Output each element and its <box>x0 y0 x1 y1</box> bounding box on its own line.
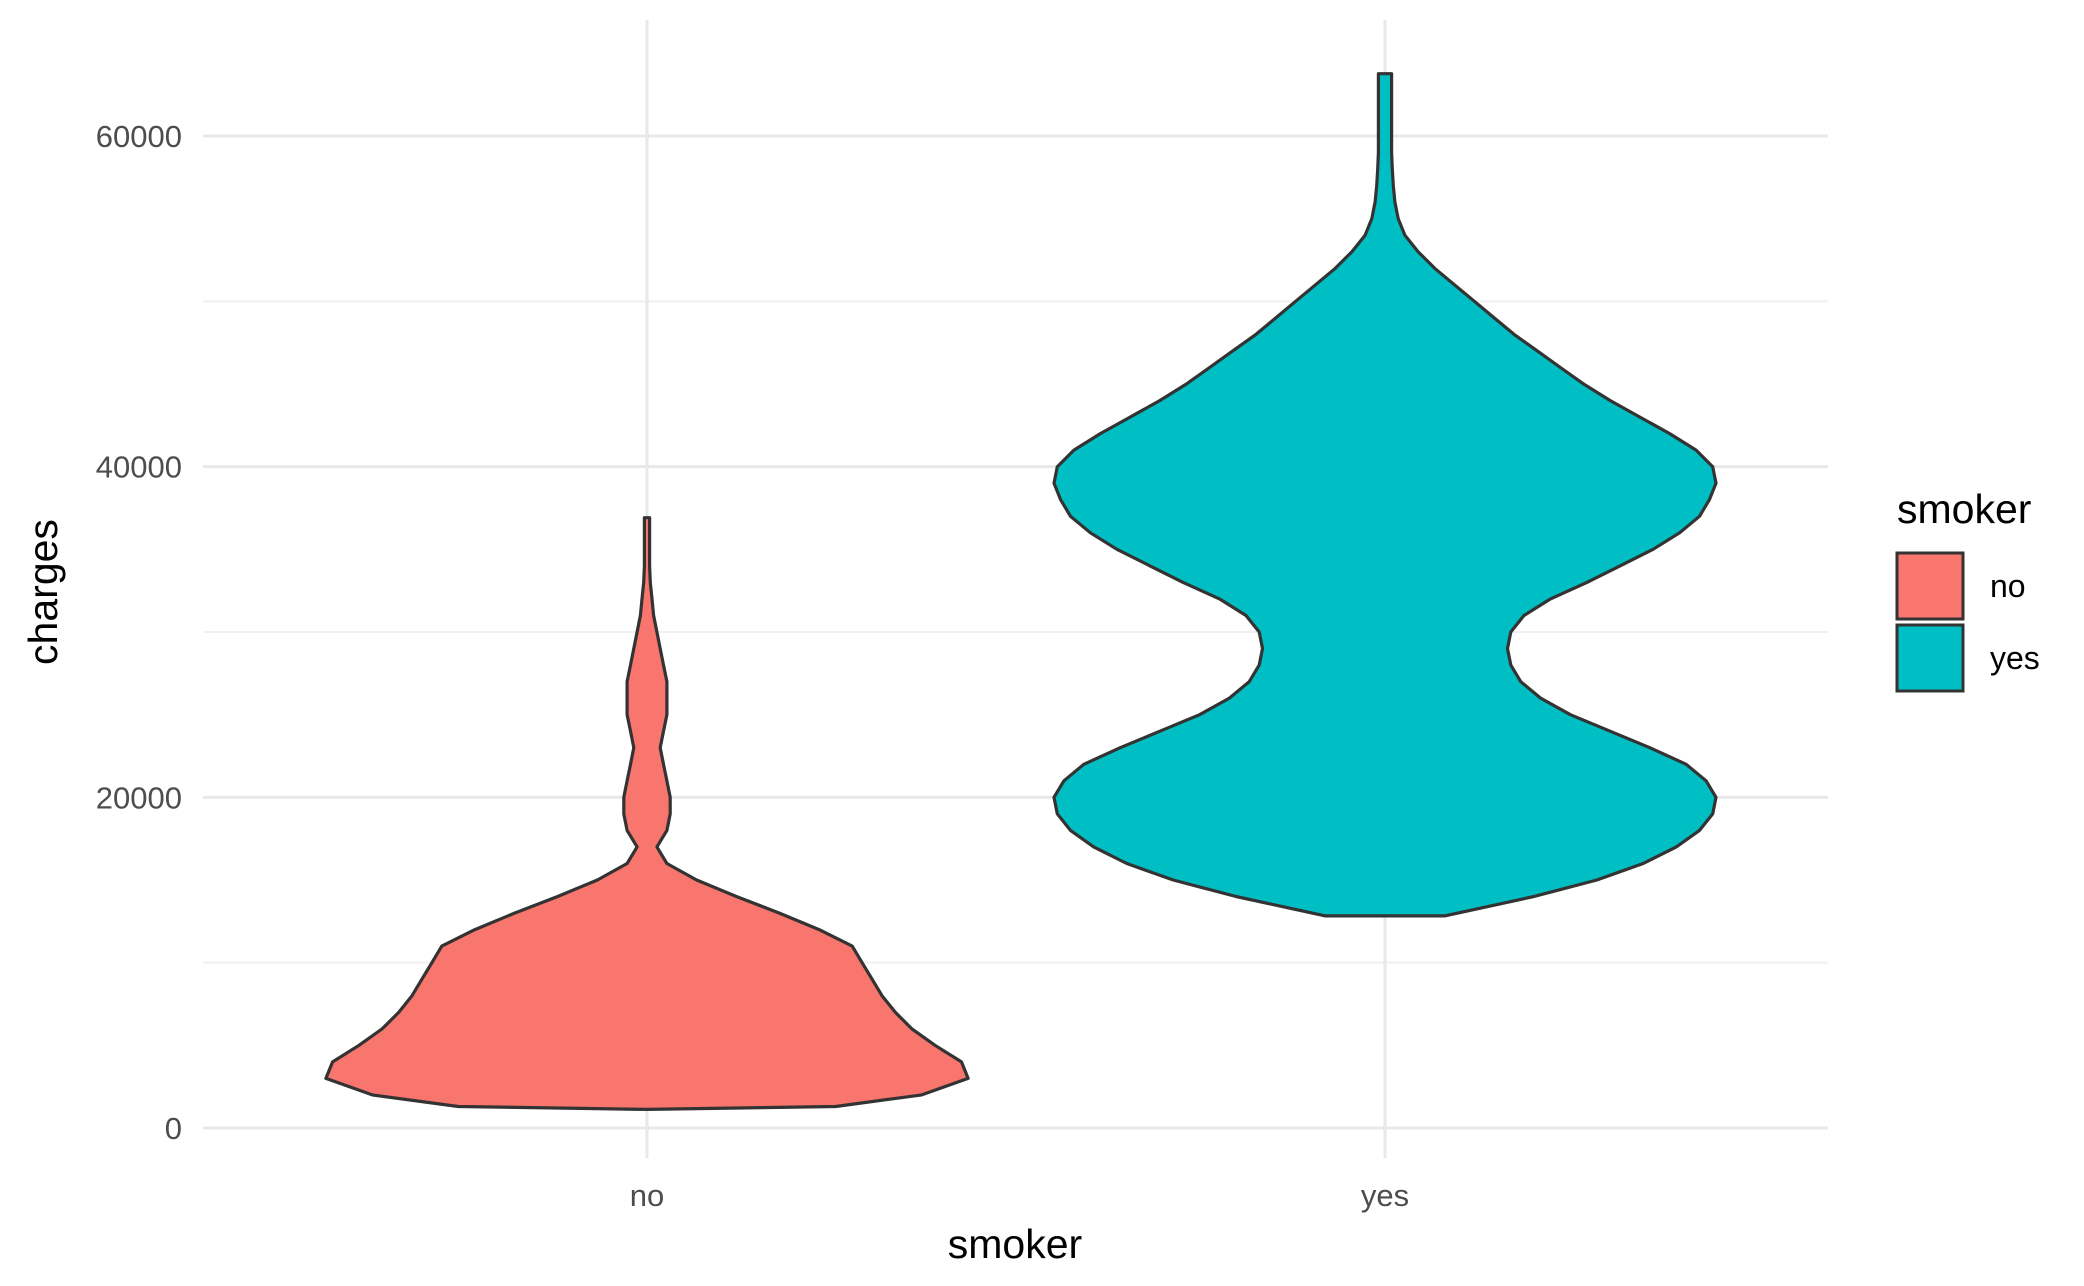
y-tick-label: 0 <box>165 1111 182 1146</box>
violin-yes <box>1052 72 1718 918</box>
violin-no <box>324 516 970 1111</box>
legend-label-no: no <box>1990 568 2026 604</box>
x-tick-label: no <box>630 1178 664 1213</box>
y-tick-label: 20000 <box>96 780 182 815</box>
legend: smoker no yes <box>1895 486 2040 693</box>
y-axis-title: charges <box>20 519 66 665</box>
x-axis-title: smoker <box>948 1221 1082 1267</box>
violin-layer <box>324 72 1718 1111</box>
legend-label-yes: yes <box>1990 640 2040 676</box>
y-tick-label: 40000 <box>96 450 182 485</box>
tick-layer: 0 20000 40000 60000 no yes <box>96 119 1409 1213</box>
legend-key-no <box>1895 551 1965 621</box>
x-tick-label: yes <box>1361 1178 1409 1213</box>
legend-title: smoker <box>1897 486 2031 532</box>
legend-entries: no yes <box>1895 551 2040 693</box>
y-tick-label: 60000 <box>96 119 182 154</box>
legend-key-yes <box>1895 623 1965 693</box>
